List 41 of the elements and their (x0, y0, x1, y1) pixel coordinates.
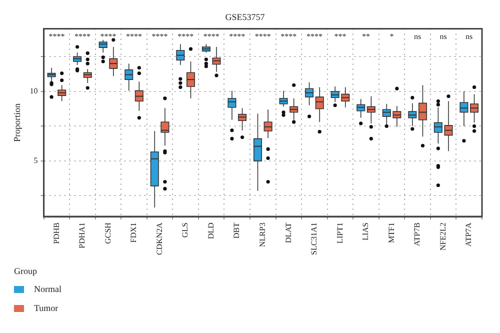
annotation: ns (466, 32, 473, 41)
annotation: **** (254, 32, 271, 41)
annotation: ns (440, 32, 447, 41)
x-tick-label: SLC31A1 (310, 222, 319, 256)
x-tick-label: DLD (206, 222, 216, 240)
chart-title: GSE53757 (225, 12, 266, 22)
annotation: **** (229, 32, 246, 41)
x-tick-label: CDKN2A (154, 222, 164, 256)
x-tick-label: PDHB (52, 222, 61, 244)
annotation: **** (178, 32, 194, 41)
annotation: **** (100, 32, 116, 41)
x-tick-label: NFE2L2 (438, 222, 448, 251)
annotation: **** (74, 32, 90, 41)
annotation: **** (203, 32, 220, 41)
y-tick-label: 5 (34, 156, 38, 166)
x-tick-label: ATP7B (412, 222, 422, 246)
x-tick-label: MTF1 (386, 222, 396, 244)
annotation: ns (414, 32, 422, 41)
legend-label: Normal (34, 284, 62, 294)
x-tick-label: FDX1 (129, 222, 138, 243)
x-tick-label: LIAS (361, 222, 370, 240)
y-axis-title: Proportion (12, 102, 22, 142)
x-tick-label: DLAT (284, 222, 293, 244)
annotation: **** (152, 32, 168, 41)
annotation: * (390, 32, 394, 41)
x-tick-label: PDHA1 (78, 222, 87, 248)
legend-label: Tumor (34, 303, 58, 313)
annotation: **** (126, 32, 142, 41)
x-tick-label: ATP7A (464, 222, 474, 247)
annotation: **** (48, 32, 65, 41)
x-tick-label: DBT (232, 222, 242, 239)
legend-title: Group (14, 266, 38, 276)
annotation: **** (280, 32, 297, 41)
x-tick-label: LIPT1 (335, 222, 344, 244)
x-tick-label: GLS (180, 222, 190, 238)
x-tick-label: GCSH (103, 222, 112, 244)
annotation: ** (362, 32, 370, 41)
y-tick-label: 10 (30, 86, 38, 96)
annotation: **** (306, 32, 322, 41)
annotation: *** (334, 32, 346, 41)
x-tick-label: NLRP3 (258, 222, 267, 248)
